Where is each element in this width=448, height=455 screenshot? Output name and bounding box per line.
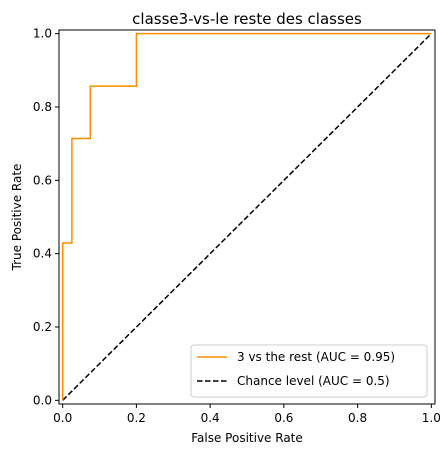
x-tick-label: 0.2 (127, 411, 146, 425)
legend-label-roc-curve: 3 vs the rest (AUC = 0.95) (237, 350, 395, 364)
x-tick-label: 0.8 (348, 411, 367, 425)
y-tick-label: 0.2 (33, 320, 52, 334)
x-tick-label: 0.0 (53, 411, 72, 425)
y-tick-label: 1.0 (33, 27, 52, 41)
x-tick-label: 1.0 (422, 411, 441, 425)
legend-box (190, 344, 428, 398)
y-tick-label: 0.4 (33, 247, 52, 261)
y-axis-label: True Positive Rate (10, 164, 24, 272)
x-axis-label: False Positive Rate (191, 431, 303, 445)
x-tick-label: 0.6 (274, 411, 293, 425)
y-axis: 0.0 0.2 0.4 0.6 0.8 1.0 (33, 27, 59, 407)
x-axis: 0.0 0.2 0.4 0.6 0.8 1.0 (53, 404, 441, 425)
roc-curve-line (61, 32, 432, 401)
y-tick-label: 0.8 (33, 100, 52, 114)
plot-frame (58, 29, 436, 405)
legend: 3 vs the rest (AUC = 0.95) Chance level … (190, 344, 428, 398)
chart-title: classe3-vs-le reste des classes (132, 10, 362, 28)
x-tick-label: 0.4 (201, 411, 220, 425)
y-tick-label: 0.6 (33, 173, 52, 187)
chance-level-line (62, 33, 432, 401)
y-tick-label: 0.0 (33, 393, 52, 407)
plot-area (61, 32, 432, 401)
legend-label-chance-level: Chance level (AUC = 0.5) (237, 374, 390, 388)
